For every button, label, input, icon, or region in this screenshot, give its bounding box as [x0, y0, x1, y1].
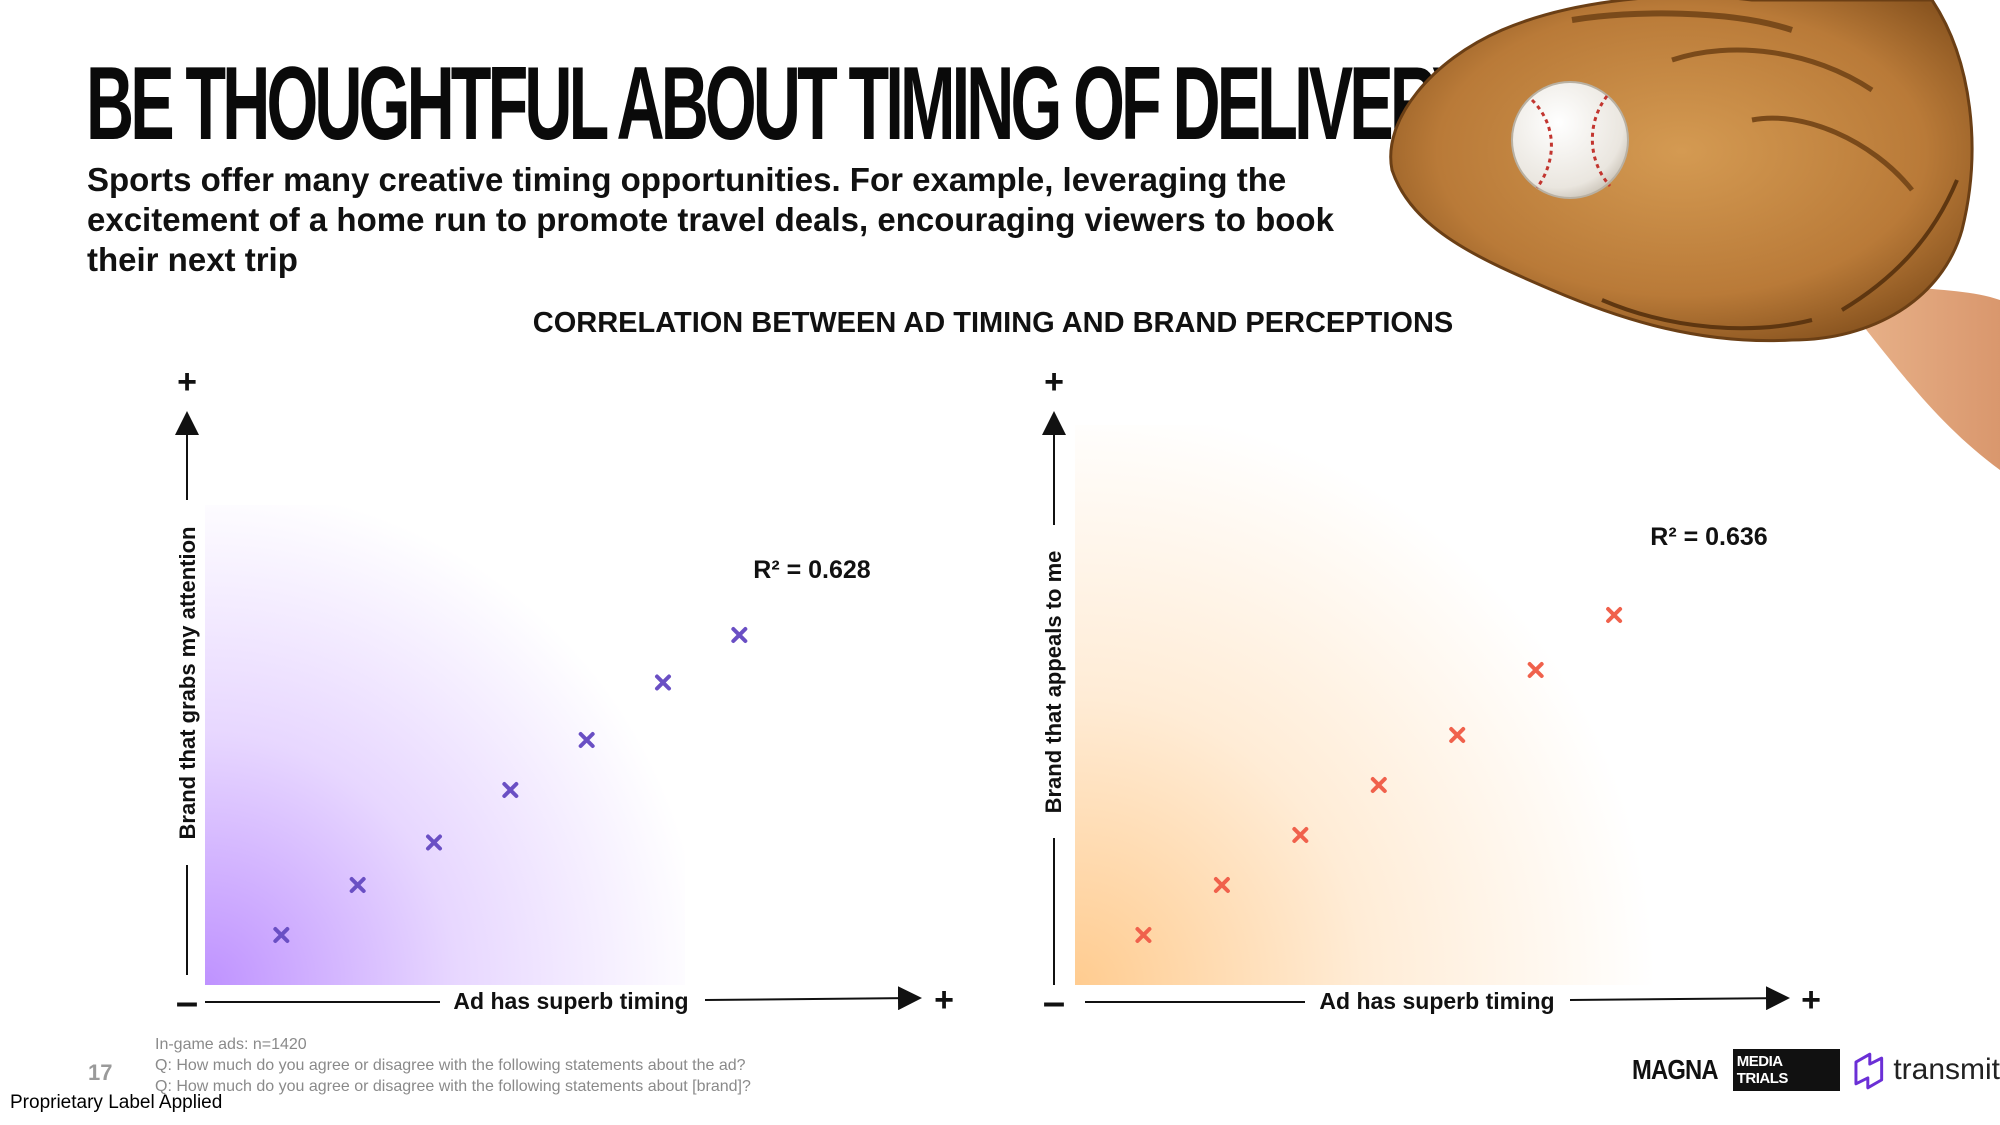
chart-2-x-axis-label: Ad has superb timing	[1319, 988, 1554, 1014]
transmit-logo: transmit	[1893, 1053, 2000, 1086]
chart-1-r-squared: R² = 0.628	[753, 556, 871, 584]
chart-1-x-axis-label: Ad has superb timing	[453, 988, 688, 1014]
proprietary-label: Proprietary Label Applied	[10, 1092, 223, 1113]
chart-1-x-axis-arrow	[704, 986, 922, 1011]
chart-2-r-squared: R² = 0.636	[1650, 523, 1767, 551]
chart-1-origin-minus: –	[176, 980, 198, 1024]
slide-subtitle: Sports offer many creative timing opport…	[87, 161, 1334, 278]
transmit-icon	[1854, 1052, 1883, 1090]
page-number: 17	[88, 1060, 113, 1085]
footnote-question-brand: Q: How much do you agree or disagree wit…	[155, 1078, 751, 1095]
chart-2-point-7	[1606, 607, 1623, 623]
chart-2-point-2	[1213, 877, 1230, 893]
magna-logo: MAGNA	[1632, 1054, 1718, 1085]
chart-1-point-4	[502, 782, 519, 798]
footnote-sample: In-game ads: n=1420	[155, 1036, 307, 1053]
chart-1-y-plus: +	[177, 363, 197, 401]
chart-1-point-7	[731, 627, 748, 643]
scatter-chart-1: + – + Ad has superb timing Brand that gr…	[175, 363, 954, 1024]
chart-1-point-3	[426, 834, 442, 851]
footnote: In-game ads: n=1420 Q: How much do you a…	[155, 1034, 751, 1097]
chart-1-points	[273, 627, 748, 943]
chart-2-point-4	[1370, 777, 1387, 793]
logo-row: MAGNA MEDIA TRIALS transmit	[1632, 1048, 2000, 1092]
scatter-chart-2: + – + Ad has superb timing Brand that ap…	[1041, 363, 1821, 1024]
chart-1-gradient-background	[205, 505, 685, 985]
chart-2-x-plus: +	[1801, 981, 1821, 1019]
baseball-glove-image	[1372, 0, 2000, 470]
chart-1-point-5	[578, 732, 595, 748]
media-trials-logo: MEDIA TRIALS	[1732, 1049, 1840, 1091]
chart-1-point-2	[349, 877, 366, 893]
footnote-question-ad: Q: How much do you agree or disagree wit…	[155, 1057, 746, 1074]
chart-1-y-axis-label: Brand that grabs my attention	[175, 527, 200, 840]
chart-2-y-axis-label: Brand that appeals to me	[1041, 551, 1066, 814]
chart-2-y-plus: +	[1044, 363, 1064, 401]
chart-2-point-1	[1135, 927, 1152, 943]
slide-title: BE THOUGHTFUL ABOUT TIMING OF DELIVERY	[86, 46, 1476, 162]
chart-2-x-axis-arrow	[1569, 986, 1790, 1011]
chart-2-origin-minus: –	[1043, 980, 1065, 1024]
chart-1-point-6	[655, 674, 671, 691]
chart-heading: CORRELATION BETWEEN AD TIMING AND BRAND …	[532, 307, 1454, 339]
chart-2-point-5	[1449, 727, 1466, 743]
chart-1-point-1	[273, 927, 290, 943]
chart-2-point-3	[1292, 827, 1309, 843]
chart-2-points	[1135, 607, 1623, 943]
chart-2-gradient-background	[1075, 425, 1655, 985]
chart-1-x-plus: +	[934, 981, 954, 1019]
chart-2-point-6	[1527, 662, 1544, 678]
